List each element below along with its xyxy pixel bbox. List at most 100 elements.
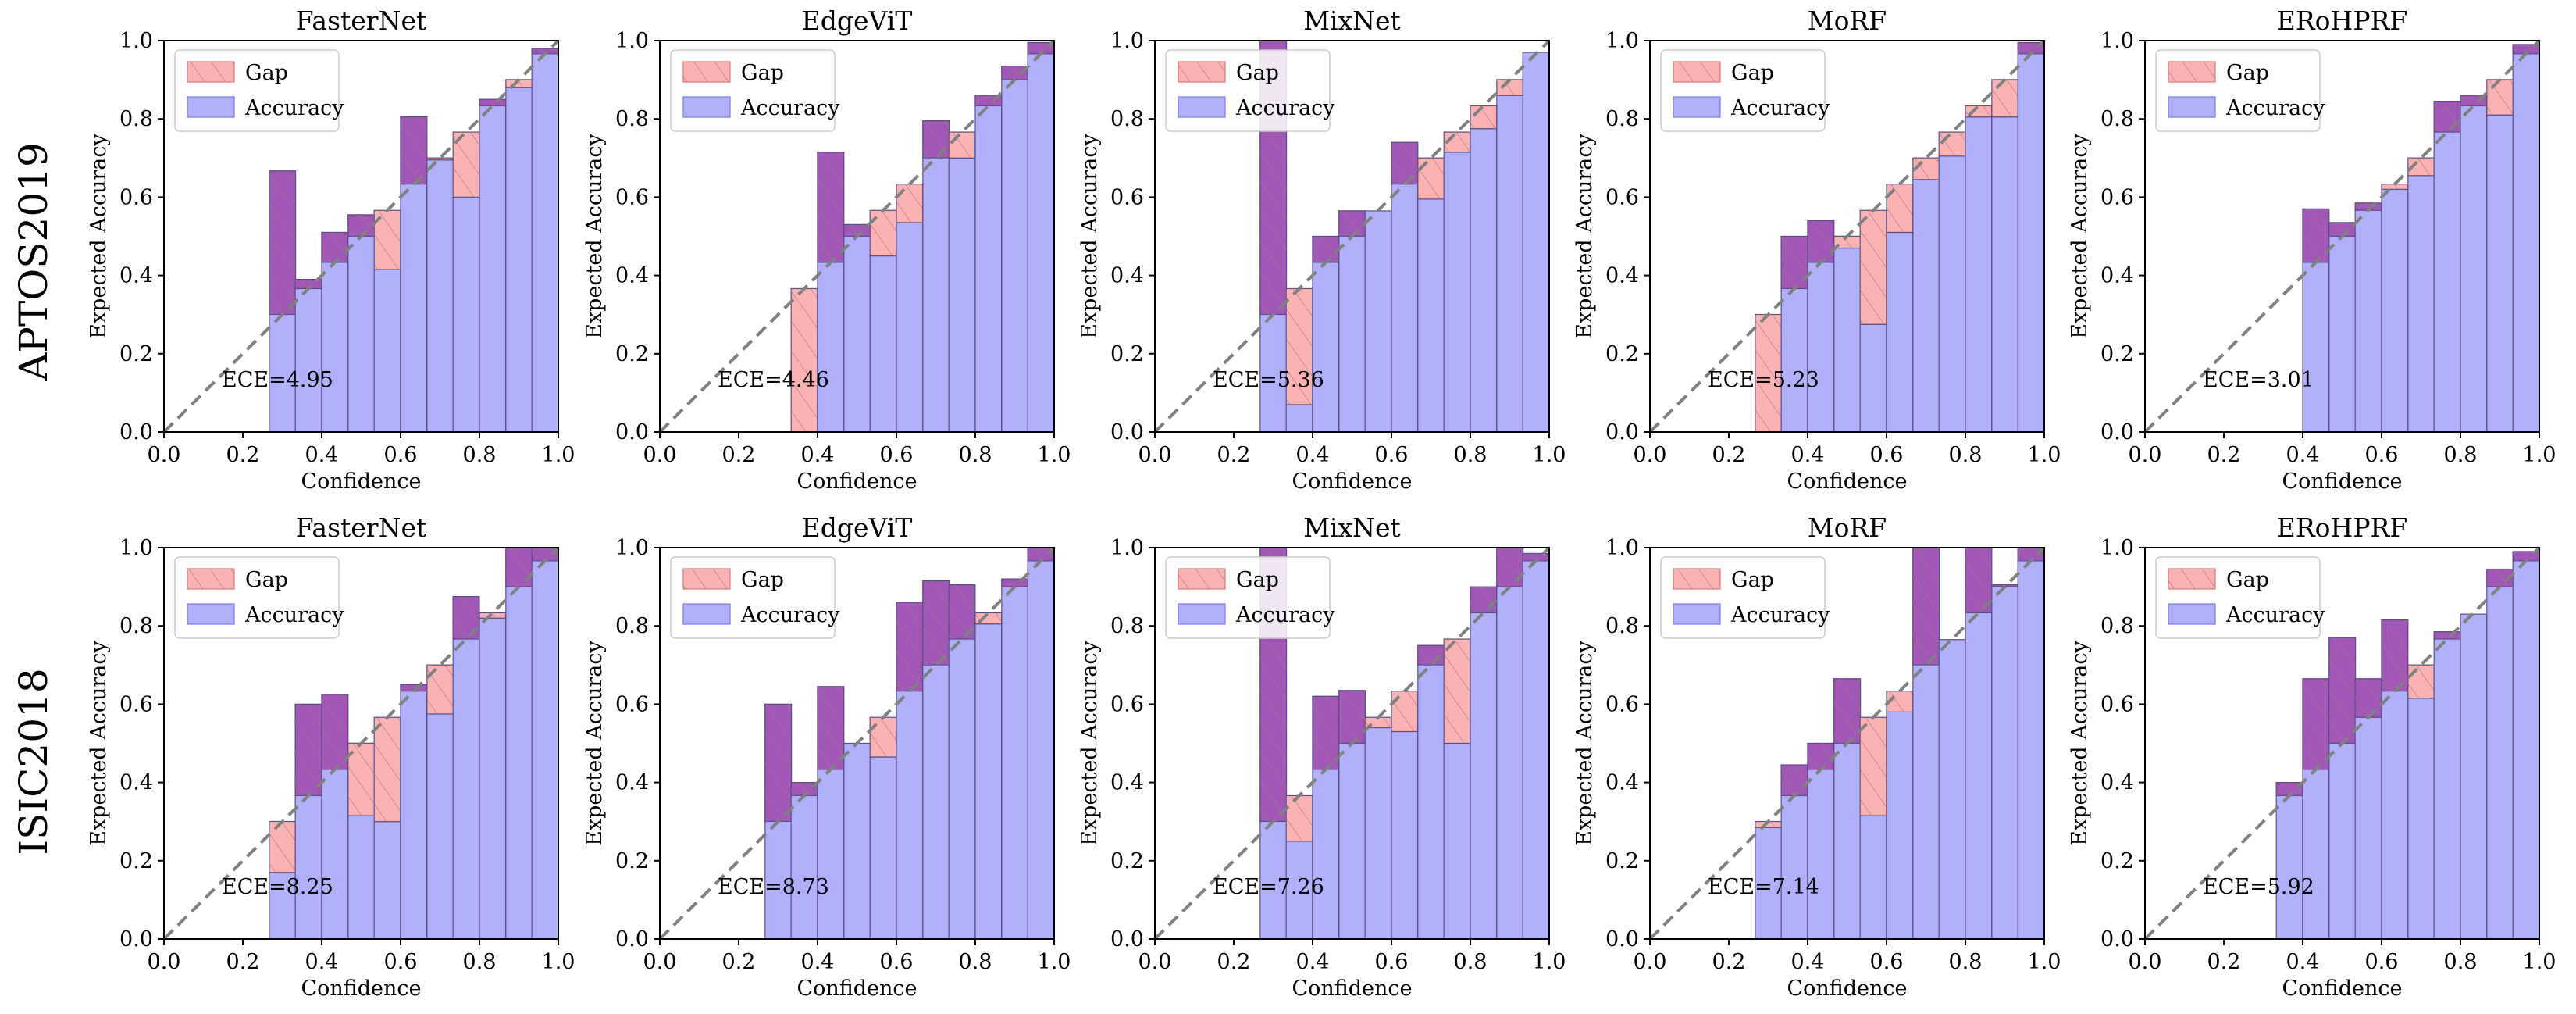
accuracy-bar <box>321 231 349 433</box>
x-axis-label: Confidence <box>1787 977 1907 1001</box>
accuracy-bar <box>974 623 1003 940</box>
y-tick-label: 1.0 <box>1605 29 1639 53</box>
legend-gap-hatch <box>187 62 234 82</box>
gap-hatch <box>269 821 296 873</box>
gap-hatch <box>870 717 896 758</box>
x-tick-label: 0.8 <box>2444 950 2478 974</box>
accuracy-bar <box>1443 742 1471 940</box>
accuracy-bar <box>479 98 507 433</box>
accuracy-bar <box>1496 547 1524 940</box>
y-tick-label: 0.8 <box>1110 107 1144 131</box>
panel-title: EdgeViT <box>802 5 913 36</box>
ece-annotation: ECE=7.26 <box>1213 875 1324 899</box>
panel-aptos2019-fasternet: FasterNet 0.00.0 0.2 0.2 0.4 0.4 0.6 0.6 0.8 0.8 1… <box>87 5 575 494</box>
gap-hatch <box>791 782 818 796</box>
legend-accuracy-label: Accuracy <box>244 96 344 120</box>
gap-hatch <box>1808 743 1834 769</box>
legend-accuracy-swatch <box>1673 603 1721 625</box>
legend-gap-hatch <box>683 62 730 82</box>
x-tick-label: 0.2 <box>1712 950 1746 974</box>
panel-aptos2019-mixnet: MixNet 0.00.0 0.2 0.2 0.4 0.4 0.6 0.6 0.8 0.8 1.0 1… <box>1078 5 1566 494</box>
legend-gap-label: Gap <box>1731 568 1774 592</box>
y-tick-label: 1.0 <box>1110 29 1144 53</box>
accuracy-bar <box>843 223 871 433</box>
x-tick-label: 0.8 <box>2444 443 2478 467</box>
accuracy-bar <box>948 584 976 940</box>
accuracy-bar <box>1027 547 1055 940</box>
gap-hatch <box>1470 105 1497 129</box>
x-tick-label: 0.4 <box>305 443 339 467</box>
y-tick-label: 0.2 <box>1605 342 1639 366</box>
x-tick-label: 0.8 <box>1454 950 1488 974</box>
x-tick-label: 0.2 <box>722 950 756 974</box>
gap-hatch <box>1523 553 1549 561</box>
y-tick-label: 0.0 <box>1110 927 1144 952</box>
y-tick-label: 0.8 <box>615 107 649 131</box>
y-tick-label: 0.6 <box>1605 692 1639 716</box>
legend-gap-hatch <box>1178 62 1225 82</box>
legend-gap-label: Gap <box>2226 568 2269 592</box>
legend-gap-hatch <box>187 569 234 589</box>
y-tick-label: 0.0 <box>2100 420 2134 445</box>
y-tick-label: 1.0 <box>119 536 153 560</box>
legend: Gap Accuracy <box>1165 49 1335 132</box>
x-axis-label: Confidence <box>796 977 917 1001</box>
legend-accuracy-label: Accuracy <box>2225 603 2325 627</box>
x-tick-label: 1.0 <box>2523 443 2556 467</box>
accuracy-bar <box>843 742 871 940</box>
accuracy-bar <box>1338 210 1366 433</box>
gap-hatch <box>1001 579 1028 587</box>
y-tick-label: 0.6 <box>1110 185 1144 209</box>
y-tick-label: 0.4 <box>615 264 649 288</box>
y-tick-label: 0.4 <box>1605 264 1639 288</box>
gap-hatch <box>347 743 375 816</box>
y-tick-label: 0.8 <box>2100 107 2134 131</box>
plot-frame <box>163 547 559 940</box>
y-tick-label: 0.0 <box>2100 927 2134 952</box>
accuracy-bar <box>2354 202 2382 433</box>
gap-hatch <box>1496 79 1523 96</box>
x-tick-label: 0.2 <box>2207 443 2241 467</box>
y-tick-label: 0.0 <box>119 927 153 952</box>
ece-annotation: ECE=8.25 <box>222 875 333 899</box>
perfect-calibration-line <box>658 546 1056 941</box>
row-label-aptos2019: APTOS2019 <box>11 142 56 382</box>
accuracy-bar <box>1886 231 1914 433</box>
gap-hatch <box>2355 678 2382 718</box>
gap-hatch <box>1338 210 1366 237</box>
legend-accuracy-label: Accuracy <box>1235 96 1335 120</box>
x-axis-label: Confidence <box>796 470 917 494</box>
y-tick-label: 0.4 <box>119 264 153 288</box>
legend-gap-hatch <box>683 569 730 589</box>
x-tick-label: 0.6 <box>1870 443 1904 467</box>
y-tick-label: 0.0 <box>1605 420 1639 445</box>
accuracy-bar <box>1965 116 1993 433</box>
gap-hatch <box>1833 678 1861 744</box>
accuracy-bar <box>2433 101 2461 433</box>
y-tick-label: 0.0 <box>615 927 649 952</box>
y-tick-label: 0.4 <box>2100 771 2134 795</box>
accuracy-bar <box>1443 152 1471 433</box>
gap-hatch <box>1444 639 1470 744</box>
x-tick-label: 0.0 <box>1138 950 1172 974</box>
panel-title: ERoHPRF <box>2277 5 2408 36</box>
x-axis-label: Confidence <box>1292 977 1412 1001</box>
gap-hatch <box>764 704 792 822</box>
accuracy-bar <box>1364 210 1392 433</box>
plot-frame <box>1154 547 1550 940</box>
x-tick-label: 0.6 <box>880 443 914 467</box>
y-tick-label: 0.2 <box>615 342 649 366</box>
ece-annotation: ECE=5.23 <box>1708 368 1819 392</box>
accuracy-bar <box>2486 114 2514 433</box>
y-tick-label: 1.0 <box>2100 29 2134 53</box>
accuracy-bar <box>1912 179 1940 433</box>
legend: Gap Accuracy <box>2155 556 2325 639</box>
accuracy-bar <box>2017 41 2045 433</box>
x-tick-label: 0.2 <box>1712 443 1746 467</box>
gap-hatch <box>1939 132 1965 156</box>
y-tick-label: 0.0 <box>119 420 153 445</box>
y-axis-label: Expected Accuracy <box>2068 133 2092 338</box>
gap-hatch <box>1991 584 2018 587</box>
accuracy-bar <box>1470 128 1498 433</box>
